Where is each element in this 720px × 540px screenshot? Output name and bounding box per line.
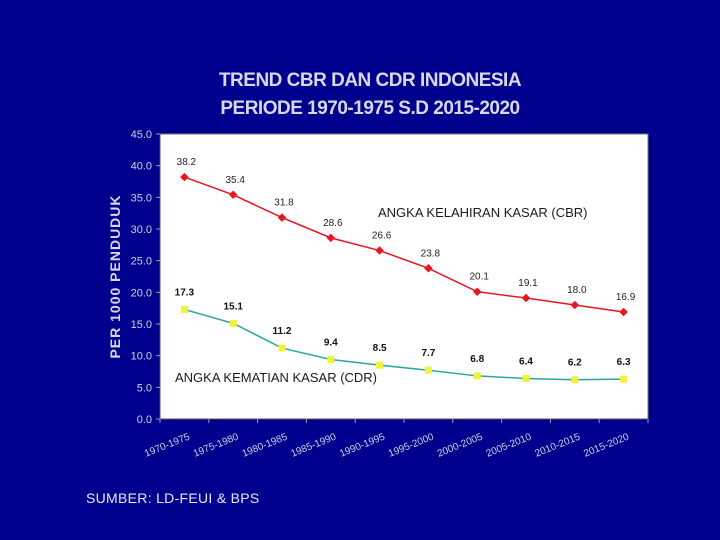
y-tick-label: 0.0: [137, 414, 152, 426]
y-tick-label: 10.0: [131, 351, 152, 363]
chart-title-line-2: PERIODE 1970-1975 S.D 2015-2020: [220, 98, 520, 119]
x-tick-label: 1985-1990: [289, 431, 338, 459]
cbr-series-annotation: ANGKA KELAHIRAN KASAR (CBR): [378, 205, 588, 220]
cbr-point: [424, 264, 433, 273]
cbr-point: [375, 246, 384, 255]
cdr-data-label: 6.2: [568, 358, 582, 369]
series-line-cbr: [184, 176, 624, 313]
x-tick-label: 2015-2020: [582, 431, 631, 459]
cdr-series-annotation: ANGKA KEMATIAN KASAR (CDR): [175, 370, 377, 385]
cdr-point: [424, 366, 432, 374]
cbr-point: [277, 213, 287, 222]
cdr-point: [473, 372, 481, 380]
y-tick-label: 45.0: [131, 129, 152, 141]
y-tick-label: 25.0: [131, 256, 152, 268]
y-tick-label: 40.0: [131, 161, 152, 173]
y-tick-label: 30.0: [131, 224, 152, 236]
y-tick-label: 35.0: [131, 192, 152, 204]
chart-axes: [156, 133, 649, 423]
cdr-point: [522, 374, 530, 382]
cbr-data-label: 35.4: [225, 175, 245, 186]
cdr-point: [376, 361, 384, 369]
y-axis-label: PER 1000 PENDUDUK: [107, 194, 123, 358]
cdr-data-label: 6.8: [470, 354, 484, 365]
chart-title-line-1: TREND CBR DAN CDR INDONESIA: [218, 70, 522, 91]
cdr-data-label: 7.7: [421, 348, 435, 359]
cbr-data-label: 31.8: [274, 198, 294, 209]
cdr-point: [278, 344, 286, 352]
x-tick-label: 2005-2010: [485, 431, 534, 459]
chart-marks: [180, 172, 628, 384]
cbr-point: [228, 190, 238, 200]
series-line-cdr: [184, 308, 624, 381]
x-tick-label: 1975-1980: [192, 431, 241, 459]
cdr-data-label: 9.4: [324, 337, 338, 348]
source-note: SUMBER: LD-FEUI & BPS: [86, 490, 260, 506]
cbr-point: [521, 293, 531, 303]
cdr-point: [620, 375, 628, 383]
cbr-data-label: 23.8: [421, 248, 441, 259]
plot-area: [159, 133, 649, 420]
cbr-point: [326, 233, 336, 243]
cdr-data-label: 17.3: [175, 287, 195, 298]
cbr-data-label: 18.0: [567, 285, 587, 296]
y-tick-label: 20.0: [131, 287, 152, 299]
x-tick-label: 1995-2000: [387, 431, 436, 459]
cbr-point: [180, 172, 189, 182]
cbr-data-label: 20.1: [469, 272, 489, 283]
cdr-data-label: 6.4: [519, 356, 533, 367]
x-tick-label: 1970-1975: [143, 431, 192, 459]
cbr-point: [570, 300, 580, 310]
cbr-data-label: 26.6: [372, 231, 392, 242]
cbr-data-label: 19.1: [518, 278, 538, 289]
cdr-point: [571, 376, 579, 384]
cdr-data-label: 8.5: [373, 343, 387, 354]
cbr-data-label: 38.2: [177, 157, 197, 168]
cdr-data-label: 6.3: [617, 357, 631, 368]
cdr-data-label: 11.2: [273, 326, 292, 337]
x-tick-label: 1980-1985: [241, 431, 290, 459]
cdr-data-label: 15.1: [223, 301, 243, 312]
x-tick-label: 2010-2015: [533, 431, 582, 459]
y-tick-label: 5.0: [137, 382, 152, 394]
cbr-data-label: 28.6: [323, 218, 343, 229]
cbr-point: [472, 287, 482, 296]
y-tick-label: 15.0: [131, 319, 152, 331]
x-tick-label: 2000-2005: [436, 431, 485, 459]
cdr-point: [229, 319, 237, 327]
cdr-point: [180, 305, 188, 313]
cdr-point: [327, 355, 335, 363]
cbr-point: [619, 307, 628, 317]
x-tick-label: 1990-1995: [338, 431, 387, 459]
cbr-data-label: 16.9: [616, 292, 636, 303]
